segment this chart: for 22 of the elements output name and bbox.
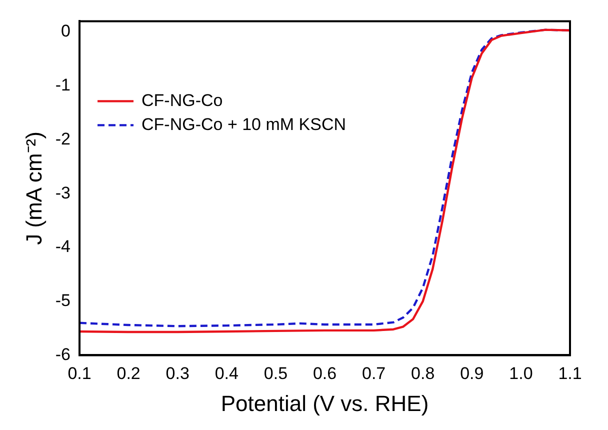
x-tick-label: 0.7: [362, 364, 386, 384]
y-tick-label: 0: [61, 22, 71, 41]
y-tick-label: -4: [55, 237, 71, 256]
y-tick-label: -1: [55, 76, 71, 95]
y-axis-title: J (mA cm⁻²): [21, 132, 46, 245]
y-tick-label: -5: [55, 291, 71, 310]
legend-label: CF-NG-Co + 10 mM KSCN: [142, 114, 346, 134]
x-tick-label: 0.5: [264, 364, 288, 384]
y-tick-label: -6: [55, 344, 71, 364]
legend-label: CF-NG-Co: [142, 90, 223, 110]
x-tick-label: 0.6: [312, 364, 337, 384]
x-tick-label: 0.9: [460, 364, 484, 384]
y-tick-label: -3: [55, 183, 71, 202]
x-tick-label: 0.3: [166, 364, 190, 384]
y-tick-label: -2: [55, 129, 71, 148]
x-tick-label: 1.1: [558, 364, 582, 384]
x-tick-label: 1.0: [509, 364, 533, 384]
x-tick-label: 0.8: [411, 364, 435, 384]
x-tick-label: 0.2: [116, 364, 140, 384]
x-axis-title: Potential (V vs. RHE): [220, 390, 429, 416]
x-tick-label: 0.4: [214, 364, 238, 384]
x-tick-label: 0.1: [68, 364, 92, 384]
